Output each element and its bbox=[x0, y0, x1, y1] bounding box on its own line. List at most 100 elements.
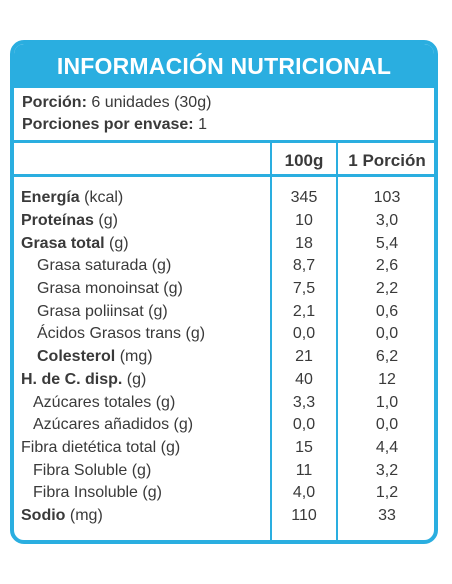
portion-label: Porción: bbox=[22, 94, 87, 111]
nutrient-name: Grasa poliinsat (g) bbox=[37, 303, 168, 321]
per-package-value: 1 bbox=[198, 116, 207, 133]
nutrient-unit: (kcal) bbox=[79, 189, 124, 207]
nutrient-name: Colesterol (mg) bbox=[37, 348, 153, 366]
value-per-100g: 2,1 bbox=[292, 302, 316, 320]
table-row: Fibra Soluble (g) 11 3,2 bbox=[14, 459, 434, 482]
serving-info: Porción: 6 unidades (30g) Porciones por … bbox=[14, 88, 434, 136]
nutrient-name: Fibra Soluble (g) bbox=[33, 462, 151, 480]
table-row: Fibra Insoluble (g) 4,0 1,2 bbox=[14, 482, 434, 505]
value-per-portion: 1,0 bbox=[375, 393, 399, 411]
table-row: Grasa saturada (g) 8,7 2,6 bbox=[14, 255, 434, 278]
portion-value: 6 unidades (30g) bbox=[91, 94, 212, 111]
value-per-portion: 0,0 bbox=[375, 325, 399, 343]
nutrient-label: Fibra dietética total bbox=[21, 438, 157, 456]
value-per-portion: 3,2 bbox=[375, 461, 399, 479]
table-row: Fibra dietética total (g) 15 4,4 bbox=[14, 437, 434, 460]
nutrient-unit: (g) bbox=[181, 325, 206, 343]
value-per-portion: 2,2 bbox=[375, 280, 399, 298]
nutrient-label: Grasa saturada bbox=[37, 257, 148, 275]
nutrient-name: Fibra Insoluble (g) bbox=[33, 484, 162, 502]
nutrient-label: Azúcares añadidos bbox=[33, 416, 170, 434]
nutrient-label: Fibra Insoluble bbox=[33, 484, 138, 502]
portion-line: Porción: 6 unidades (30g) bbox=[22, 92, 426, 114]
nutrient-unit: (g) bbox=[104, 234, 129, 252]
nutrient-unit: (g) bbox=[169, 416, 194, 434]
nutrient-label: Sodio bbox=[21, 507, 66, 525]
table-row: H. de C. disp. (g) 40 12 bbox=[14, 369, 434, 392]
per-package-label: Porciones por envase: bbox=[22, 116, 194, 133]
table-row: Grasa total (g) 18 5,4 bbox=[14, 232, 434, 255]
nutrient-unit: (mg) bbox=[115, 348, 153, 366]
value-per-100g: 345 bbox=[290, 189, 318, 207]
value-per-portion: 5,4 bbox=[375, 234, 399, 252]
value-per-100g: 110 bbox=[291, 507, 317, 525]
table-row: Azúcares totales (g) 3,3 1,0 bbox=[14, 391, 434, 414]
value-per-100g: 10 bbox=[295, 211, 313, 229]
nutrient-name: Grasa saturada (g) bbox=[37, 257, 171, 275]
value-per-portion: 1,2 bbox=[375, 484, 399, 502]
nutrient-label: Grasa total bbox=[21, 234, 105, 252]
divider-top bbox=[14, 140, 434, 143]
table-row: Grasa poliinsat (g) 2,1 0,6 bbox=[14, 301, 434, 324]
nutrient-unit: (g) bbox=[151, 393, 176, 411]
value-per-portion: 103 bbox=[373, 189, 401, 207]
value-per-portion: 2,6 bbox=[375, 257, 399, 275]
nutrient-unit: (g) bbox=[137, 484, 162, 502]
nutrient-name: H. de C. disp. (g) bbox=[21, 371, 146, 389]
value-per-100g: 3,3 bbox=[292, 393, 316, 411]
table-row: Proteínas (g) 10 3,0 bbox=[14, 210, 434, 233]
nutrient-unit: (g) bbox=[93, 211, 118, 229]
divider-header bbox=[14, 174, 434, 177]
value-per-100g: 8,7 bbox=[292, 257, 316, 275]
table-row: Azúcares añadidos (g) 0,0 0,0 bbox=[14, 414, 434, 437]
nutrient-unit: (g) bbox=[143, 302, 168, 320]
nutrient-name: Energía (kcal) bbox=[21, 189, 123, 207]
value-per-100g: 15 bbox=[295, 438, 313, 456]
value-per-100g: 0,0 bbox=[292, 416, 316, 434]
column-divider-2 bbox=[336, 140, 338, 540]
value-per-portion: 6,2 bbox=[375, 348, 399, 366]
nutrient-label: Energía bbox=[21, 189, 80, 207]
nutrient-unit: (g) bbox=[127, 461, 152, 479]
nutrient-unit: (g) bbox=[158, 280, 183, 298]
nutrient-unit: (g) bbox=[147, 257, 172, 275]
nutrient-unit: (mg) bbox=[65, 507, 103, 525]
value-per-portion: 4,4 bbox=[375, 438, 399, 456]
table-row: Sodio (mg) 110 33 bbox=[14, 505, 434, 528]
nutrient-label: Colesterol bbox=[37, 348, 116, 366]
table-row: Energía (kcal) 345 103 bbox=[14, 187, 434, 210]
nutrient-label: Grasa monoinsat bbox=[37, 280, 159, 298]
per-package-line: Porciones por envase: 1 bbox=[22, 114, 426, 136]
value-per-100g: 40 bbox=[295, 370, 313, 388]
nutrient-name: Grasa total (g) bbox=[21, 235, 129, 253]
nutrient-label: Proteínas bbox=[21, 211, 94, 229]
nutrient-name: Azúcares añadidos (g) bbox=[33, 416, 193, 434]
value-per-portion: 0,0 bbox=[375, 416, 399, 434]
value-per-portion: 0,6 bbox=[375, 302, 399, 320]
value-per-portion: 33 bbox=[378, 507, 396, 525]
value-per-100g: 18 bbox=[295, 234, 313, 252]
nutrient-unit: (g) bbox=[156, 438, 181, 456]
nutrient-name: Ácidos Grasos trans (g) bbox=[37, 325, 205, 343]
nutrient-label: H. de C. disp. bbox=[21, 370, 123, 388]
value-per-portion: 3,0 bbox=[375, 211, 399, 229]
nutrient-label: Azúcares totales bbox=[33, 393, 152, 411]
column-header-portion: 1 Porción bbox=[348, 151, 426, 170]
nutrient-name: Proteínas (g) bbox=[21, 212, 118, 230]
value-per-100g: 11 bbox=[295, 461, 313, 479]
value-per-portion: 12 bbox=[378, 370, 396, 388]
column-header-100g: 100g bbox=[284, 151, 324, 170]
nutrient-name: Grasa monoinsat (g) bbox=[37, 280, 183, 298]
nutrient-label: Ácidos Grasos trans bbox=[37, 325, 182, 343]
table-row: Grasa monoinsat (g) 7,5 2,2 bbox=[14, 278, 434, 301]
nutrient-name: Fibra dietética total (g) bbox=[21, 439, 180, 457]
nutrient-name: Azúcares totales (g) bbox=[33, 394, 175, 412]
nutrition-facts-panel: INFORMACIÓN NUTRICIONAL Porción: 6 unida… bbox=[10, 40, 438, 544]
nutrient-label: Fibra Soluble bbox=[33, 461, 128, 479]
value-per-100g: 4,0 bbox=[292, 484, 316, 502]
column-divider-1 bbox=[270, 140, 272, 540]
table-row: Ácidos Grasos trans (g) 0,0 0,0 bbox=[14, 323, 434, 346]
nutrient-name: Sodio (mg) bbox=[21, 507, 103, 525]
nutrient-label: Grasa poliinsat bbox=[37, 302, 144, 320]
nutrition-title: INFORMACIÓN NUTRICIONAL bbox=[14, 44, 434, 88]
